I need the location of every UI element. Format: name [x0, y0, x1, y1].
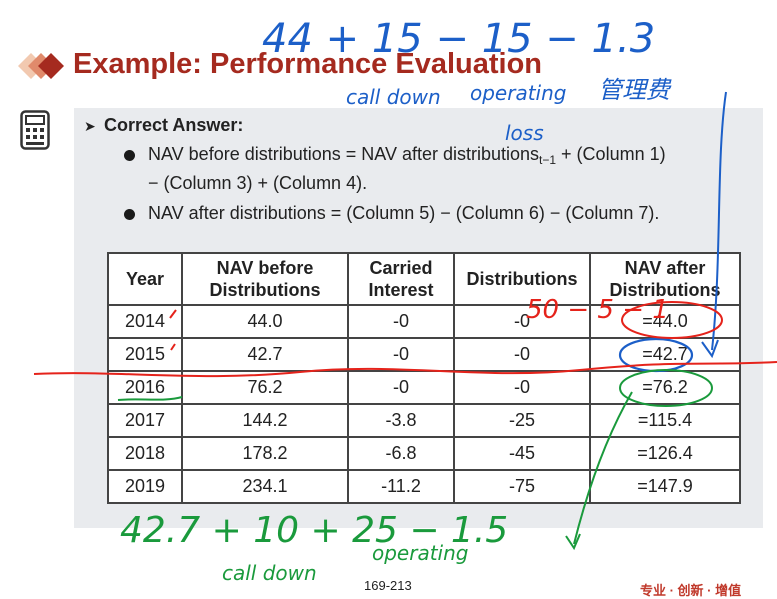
calculator-icon — [20, 110, 50, 150]
table-row: 2015 42.7 -0 -0 =42.7 — [107, 337, 741, 372]
note-operating-top: operating — [470, 81, 566, 105]
cell-year: 2019 — [107, 469, 183, 504]
note-operating-bottom: operating — [372, 541, 468, 565]
cell-nav-after: =147.9 — [589, 469, 741, 504]
bullet-1-text: NAV before distributions = NAV after dis… — [148, 144, 540, 164]
table-row: 2019 234.1 -11.2 -75 =147.9 — [107, 469, 741, 504]
note-call-down-bottom: call down — [222, 561, 317, 585]
cell-year: 2017 — [107, 403, 183, 438]
cell-carried-interest: -0 — [347, 370, 455, 405]
arrow-bullet-icon: ➤ — [84, 118, 96, 134]
note-chinese: 管理费 — [598, 76, 672, 104]
cell-nav-before: 178.2 — [181, 436, 349, 471]
table-row: 2016 76.2 -0 -0 =76.2 — [107, 370, 741, 405]
cell-distributions: -0 — [453, 304, 591, 339]
cell-distributions: -45 — [453, 436, 591, 471]
cell-carried-interest: -11.2 — [347, 469, 455, 504]
performance-table: Year NAV before Distributions Carried In… — [107, 252, 741, 504]
cell-nav-after: =126.4 — [589, 436, 741, 471]
table-row: 2014 44.0 -0 -0 =44.0 — [107, 304, 741, 339]
page-number: 169-213 — [364, 578, 412, 593]
col-header-year: Year — [107, 252, 183, 306]
col-header-carried-interest: Carried Interest — [347, 252, 455, 306]
slide-title: Example: Performance Evaluation — [73, 48, 542, 80]
cell-nav-after: =42.7 — [589, 337, 741, 372]
cell-carried-interest: -3.8 — [347, 403, 455, 438]
cell-nav-after: =76.2 — [589, 370, 741, 405]
bullet-dot-icon — [124, 209, 135, 220]
cell-distributions: -75 — [453, 469, 591, 504]
note-call-down-top: call down — [346, 85, 441, 109]
table-row: 2018 178.2 -6.8 -45 =126.4 — [107, 436, 741, 471]
bullet-1-tail: + (Column 1) — [556, 144, 666, 164]
col-header-nav-after: NAV after Distributions — [589, 252, 741, 306]
cell-nav-after: =115.4 — [589, 403, 741, 438]
title-diamond-icon — [18, 53, 64, 79]
bullet-nav-after: NAV after distributions = (Column 5) − (… — [124, 199, 764, 228]
col-header-nav-before: NAV before Distributions — [181, 252, 349, 306]
cell-carried-interest: -0 — [347, 337, 455, 372]
table-header-row: Year NAV before Distributions Carried In… — [107, 252, 741, 306]
cell-year: 2016 — [107, 370, 183, 405]
cell-nav-before: 42.7 — [181, 337, 349, 372]
col-header-distributions: Distributions — [453, 252, 591, 306]
cell-nav-after: =44.0 — [589, 304, 741, 339]
cell-nav-before: 234.1 — [181, 469, 349, 504]
cell-nav-before: 44.0 — [181, 304, 349, 339]
bullet-2-text: NAV after distributions = (Column 5) − (… — [148, 203, 660, 223]
cell-distributions: -0 — [453, 337, 591, 372]
cell-year: 2015 — [107, 337, 183, 372]
bullet-dot-icon — [124, 150, 135, 161]
cell-year: 2018 — [107, 436, 183, 471]
cell-nav-before: 76.2 — [181, 370, 349, 405]
brand-slogan: 专业 · 创新 · 增值 — [640, 583, 742, 598]
cell-carried-interest: -0 — [347, 304, 455, 339]
cell-carried-interest: -6.8 — [347, 436, 455, 471]
bullet-nav-before: NAV before distributions = NAV after dis… — [124, 140, 764, 198]
cell-year: 2014 — [107, 304, 183, 339]
cell-distributions: -25 — [453, 403, 591, 438]
bullet-1-line2: − (Column 3) + (Column 4). — [148, 173, 368, 193]
answer-heading: ➤ Correct Answer: — [84, 115, 244, 135]
table-row: 2017 144.2 -3.8 -25 =115.4 — [107, 403, 741, 438]
cell-distributions: -0 — [453, 370, 591, 405]
cell-nav-before: 144.2 — [181, 403, 349, 438]
bullet-1-subscript: t−1 — [539, 153, 557, 167]
